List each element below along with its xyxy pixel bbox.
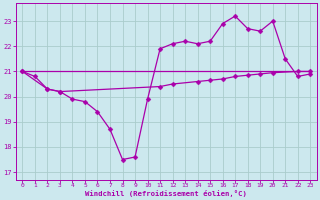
X-axis label: Windchill (Refroidissement éolien,°C): Windchill (Refroidissement éolien,°C) xyxy=(85,190,247,197)
